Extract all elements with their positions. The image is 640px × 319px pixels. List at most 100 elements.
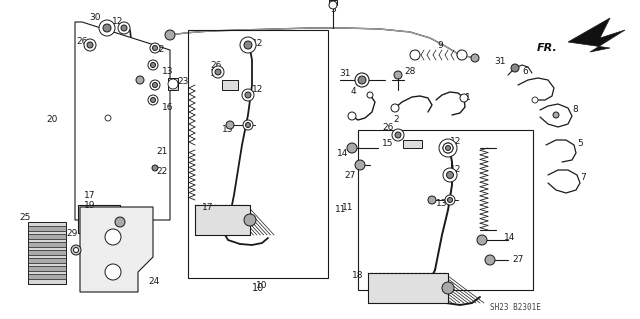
Text: 14: 14 [504, 234, 516, 242]
Circle shape [121, 25, 127, 31]
Text: 13: 13 [163, 68, 173, 77]
Circle shape [150, 98, 156, 102]
Circle shape [442, 282, 454, 294]
Text: 15: 15 [382, 138, 394, 147]
Circle shape [447, 172, 454, 179]
Circle shape [391, 104, 399, 112]
Text: 31: 31 [339, 69, 351, 78]
Circle shape [367, 92, 373, 98]
Circle shape [105, 115, 111, 121]
Circle shape [410, 50, 420, 60]
Polygon shape [80, 207, 153, 292]
Text: 13: 13 [222, 124, 234, 133]
Polygon shape [28, 274, 66, 279]
Text: 10: 10 [252, 283, 264, 293]
Circle shape [150, 80, 160, 90]
Text: 6: 6 [522, 68, 528, 77]
Text: 27: 27 [512, 256, 524, 264]
Text: 5: 5 [577, 138, 583, 147]
Circle shape [215, 69, 221, 75]
Circle shape [392, 129, 404, 141]
Circle shape [477, 235, 487, 245]
Text: 18: 18 [352, 271, 364, 279]
Text: 12: 12 [451, 137, 461, 146]
Polygon shape [28, 250, 66, 255]
Text: 3: 3 [330, 5, 336, 14]
Circle shape [243, 120, 253, 130]
Text: 31: 31 [494, 57, 506, 66]
Circle shape [443, 143, 453, 153]
Polygon shape [78, 205, 120, 233]
Circle shape [445, 145, 451, 151]
Circle shape [105, 264, 121, 280]
Circle shape [329, 1, 337, 9]
Text: 24: 24 [148, 278, 159, 286]
Text: 29: 29 [67, 229, 77, 239]
Text: 8: 8 [572, 106, 578, 115]
Polygon shape [28, 242, 66, 247]
Circle shape [74, 248, 79, 253]
Text: 16: 16 [163, 103, 173, 113]
Circle shape [118, 22, 130, 34]
Circle shape [428, 196, 436, 204]
Text: 17: 17 [84, 190, 96, 199]
Text: 30: 30 [89, 13, 100, 23]
Circle shape [115, 217, 125, 227]
Circle shape [439, 139, 457, 157]
Circle shape [99, 20, 115, 36]
Polygon shape [28, 226, 66, 231]
Polygon shape [28, 266, 66, 271]
Circle shape [395, 132, 401, 138]
Text: 26: 26 [382, 122, 394, 131]
Circle shape [87, 42, 93, 48]
Circle shape [152, 83, 157, 87]
Text: 26: 26 [76, 38, 88, 47]
Circle shape [105, 229, 121, 245]
Text: 27: 27 [344, 170, 356, 180]
Circle shape [148, 95, 158, 105]
Circle shape [553, 112, 559, 118]
Circle shape [150, 63, 156, 68]
Text: 26: 26 [211, 61, 221, 70]
Circle shape [148, 60, 158, 70]
Circle shape [226, 121, 234, 129]
Text: 21: 21 [156, 147, 168, 157]
Circle shape [457, 50, 467, 60]
Polygon shape [195, 205, 250, 235]
Circle shape [212, 66, 224, 78]
Circle shape [168, 79, 178, 89]
Circle shape [532, 97, 538, 103]
Text: 12: 12 [252, 85, 264, 93]
Text: 7: 7 [580, 173, 586, 182]
Text: 19: 19 [84, 201, 96, 210]
Text: 22: 22 [156, 167, 168, 176]
Polygon shape [168, 78, 178, 90]
Text: 28: 28 [404, 68, 416, 77]
Text: 15: 15 [211, 70, 221, 78]
Circle shape [152, 165, 158, 171]
Circle shape [445, 195, 455, 205]
Text: FR.: FR. [537, 43, 558, 53]
Circle shape [443, 168, 457, 182]
Circle shape [511, 64, 519, 72]
Circle shape [152, 46, 157, 50]
Polygon shape [28, 222, 66, 284]
Circle shape [150, 43, 160, 53]
Text: 2: 2 [393, 115, 399, 124]
Polygon shape [28, 258, 66, 263]
Circle shape [242, 89, 254, 101]
Circle shape [165, 30, 175, 40]
Circle shape [347, 143, 357, 153]
Circle shape [136, 76, 144, 84]
Text: 12: 12 [154, 46, 166, 55]
Text: 14: 14 [337, 149, 349, 158]
Circle shape [240, 37, 256, 53]
Text: 11: 11 [335, 205, 346, 214]
Circle shape [460, 94, 468, 102]
Circle shape [471, 54, 479, 62]
Text: SH23 B2301E: SH23 B2301E [490, 303, 541, 313]
Circle shape [71, 245, 81, 255]
Text: 23: 23 [177, 78, 189, 86]
Circle shape [84, 39, 96, 51]
Text: 17: 17 [202, 204, 214, 212]
